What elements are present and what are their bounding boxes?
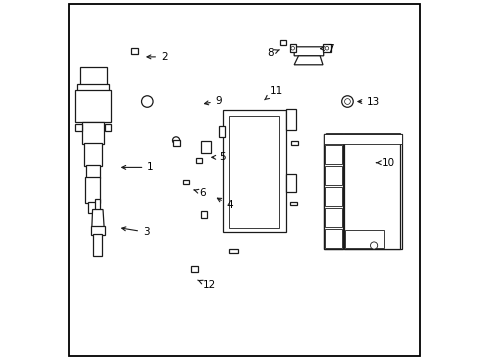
Bar (285, 109, 295, 130)
Circle shape (141, 96, 153, 107)
Polygon shape (294, 56, 322, 65)
Text: 10: 10 (376, 158, 394, 168)
Bar (229, 116, 279, 228)
Circle shape (172, 137, 179, 144)
Bar (200, 141, 211, 153)
Bar (279, 40, 285, 45)
Bar (229, 249, 238, 253)
Circle shape (290, 46, 294, 50)
Bar (322, 44, 330, 52)
Text: 7: 7 (320, 44, 333, 54)
Bar (88, 202, 98, 213)
Bar (75, 124, 82, 131)
Bar (285, 174, 295, 192)
Bar (325, 229, 341, 248)
Bar (289, 44, 295, 52)
Text: 11: 11 (264, 86, 283, 100)
Bar (325, 187, 341, 206)
Bar (77, 84, 108, 91)
Text: 8: 8 (267, 48, 279, 58)
Bar (131, 48, 138, 54)
Bar (183, 180, 189, 184)
Bar (95, 199, 101, 210)
Text: 3: 3 (122, 227, 149, 237)
Polygon shape (92, 210, 104, 227)
Bar (223, 110, 285, 232)
Bar (196, 158, 202, 163)
Bar (325, 145, 341, 164)
Polygon shape (294, 47, 326, 56)
Text: 1: 1 (122, 162, 154, 172)
Bar (85, 177, 101, 203)
Text: 13: 13 (357, 96, 379, 107)
Bar (86, 165, 100, 178)
Circle shape (370, 242, 377, 249)
Bar (289, 202, 296, 205)
Text: 5: 5 (211, 152, 225, 162)
Text: 4: 4 (217, 198, 233, 210)
Circle shape (341, 96, 352, 107)
Text: 12: 12 (197, 280, 216, 290)
Bar (218, 126, 224, 137)
Bar (325, 208, 341, 227)
Bar (200, 211, 206, 218)
Bar (80, 67, 106, 86)
Bar (323, 134, 343, 249)
Circle shape (344, 99, 349, 104)
Circle shape (325, 46, 328, 50)
Bar (84, 143, 102, 166)
Bar (323, 134, 401, 249)
Bar (290, 141, 297, 145)
Bar (191, 266, 198, 272)
Bar (173, 140, 179, 146)
Bar (325, 166, 341, 185)
Text: 6: 6 (194, 188, 206, 198)
Bar (345, 230, 384, 248)
Bar (75, 90, 110, 122)
Bar (104, 124, 111, 131)
Bar (325, 133, 400, 141)
Bar (91, 226, 105, 235)
Bar (343, 134, 400, 249)
Text: 9: 9 (204, 96, 222, 106)
Text: 2: 2 (147, 52, 167, 62)
Bar (93, 234, 102, 256)
Bar (323, 134, 401, 144)
Bar (81, 122, 104, 144)
